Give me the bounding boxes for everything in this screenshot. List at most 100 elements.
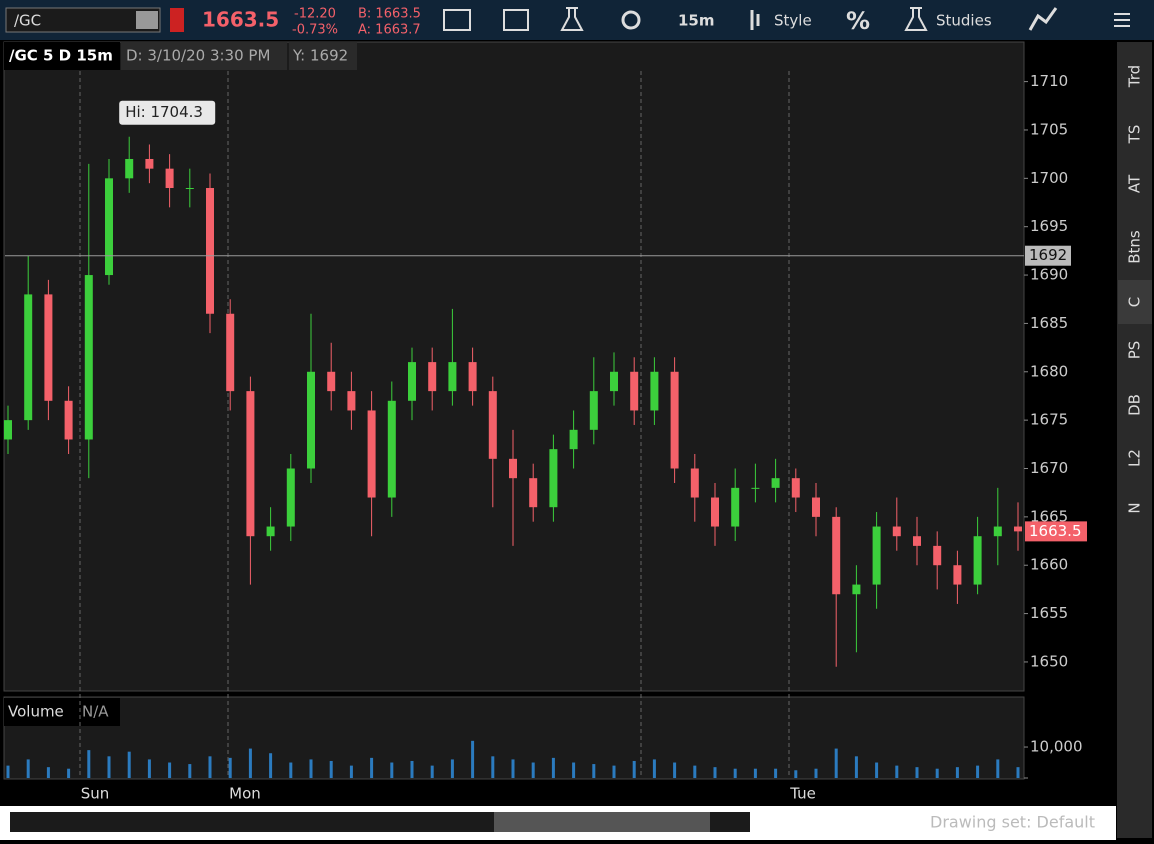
symbol-box[interactable] [5, 7, 161, 33]
volume-bar [652, 759, 656, 778]
y-tick-label: 1695 [1030, 217, 1068, 235]
sidebar-tab[interactable]: TS [1126, 125, 1144, 145]
volume-bar [349, 765, 353, 778]
candle-body [973, 536, 982, 585]
volume-bar [511, 759, 515, 778]
dropdown[interactable] [136, 11, 158, 29]
candle-body [246, 391, 255, 537]
sidebar-tab[interactable]: Btns [1126, 230, 1144, 264]
studies[interactable]: Studies [936, 12, 992, 30]
studies-icon [904, 7, 928, 31]
candle-body [913, 536, 921, 546]
x-label: Tue [789, 785, 816, 803]
y-tick-label: 1665 [1030, 507, 1068, 525]
crosshair-date: D: 3/10/20 3:30 PM [126, 47, 270, 65]
candle-body [408, 362, 416, 401]
x-label: Mon [229, 785, 261, 803]
volume-bar [208, 756, 212, 778]
candle-body [589, 391, 598, 430]
candle-body [206, 188, 214, 314]
sidebar-tab[interactable]: C [1126, 297, 1144, 307]
volume-bar [753, 768, 757, 778]
volume-bar [147, 759, 151, 778]
gear-icon[interactable] [621, 10, 641, 30]
y-tick-label: 1690 [1030, 266, 1068, 284]
drawing-set[interactable]: Drawing set: Default [930, 813, 1095, 832]
last-price-label: 1663.5 [1029, 522, 1082, 540]
flex-icon[interactable] [503, 9, 529, 31]
date-box [121, 42, 287, 70]
x-label: Sun [81, 785, 110, 803]
style[interactable]: Style [774, 12, 812, 30]
menu-icon[interactable] [1114, 13, 1130, 27]
volume-bar [733, 768, 737, 778]
candle-body [286, 468, 295, 527]
scroll-thumb[interactable] [494, 812, 710, 832]
candle-body [165, 168, 174, 189]
candle-body [185, 188, 194, 190]
volume-bar [794, 770, 798, 778]
interval[interactable]: 15m [678, 12, 715, 30]
volume-bar [390, 762, 394, 778]
candle-body [791, 478, 800, 498]
bid: B: 1663.5 [358, 7, 421, 22]
volume-title: Volume [8, 703, 64, 721]
candle-body [933, 545, 942, 566]
volume-bar [551, 757, 555, 778]
candle-body [387, 400, 396, 498]
volume-bar [955, 767, 959, 778]
volume-bar [289, 762, 293, 778]
volume-bar [693, 765, 697, 778]
sidebar-tab[interactable]: L2 [1126, 449, 1144, 467]
volume-bar [168, 762, 172, 778]
candle-body [226, 313, 235, 392]
alert-badge[interactable] [170, 8, 184, 32]
candle-body [993, 526, 1002, 537]
candle-body [650, 371, 659, 411]
candle-body [1014, 526, 1022, 532]
volume-bar [814, 768, 818, 778]
candle-body [812, 497, 820, 517]
volume-bar [309, 759, 313, 778]
sidebar-tab[interactable]: Trd [1126, 65, 1144, 88]
crosshair-tag [1025, 245, 1071, 266]
candle-body [347, 391, 356, 411]
volume-bar [996, 759, 1000, 778]
y-tick-label: 1675 [1030, 411, 1068, 429]
drawings-icon[interactable] [1028, 7, 1058, 31]
candle-body [509, 458, 517, 479]
sidebar-tab[interactable]: AT [1126, 174, 1144, 193]
volume-header [4, 698, 120, 726]
high-label: Hi: 1704.3 [125, 103, 203, 121]
flask-icon[interactable] [560, 7, 584, 31]
candle-body [711, 497, 719, 527]
candle-body [105, 178, 113, 276]
sidebar-tab[interactable]: N [1126, 502, 1144, 513]
ask: A: 1663.7 [358, 23, 421, 38]
candle-body [670, 371, 679, 469]
volume-bar [248, 748, 252, 778]
price-panel [3, 41, 1025, 692]
candle-body [428, 362, 437, 392]
y-tick-label: 1685 [1030, 314, 1068, 332]
y-tick-label: 1700 [1030, 169, 1068, 187]
volume-bar [632, 760, 636, 778]
header-box [4, 42, 120, 70]
volume-value: N/A [82, 703, 109, 721]
sidebar-tab[interactable]: DB [1126, 394, 1144, 416]
share-icon[interactable] [443, 9, 471, 31]
volume-bar [834, 748, 838, 778]
volume-bar [854, 756, 858, 778]
candle-body [549, 449, 558, 508]
volume-bar [713, 767, 717, 778]
volume-bar [370, 757, 374, 778]
percent[interactable]: % [846, 7, 870, 35]
candle-body [125, 158, 134, 179]
sidebar-tab[interactable]: PS [1126, 341, 1144, 360]
candle-body [448, 362, 457, 392]
candle-body [64, 400, 73, 440]
volume-bar [915, 767, 919, 778]
crosshair-label: 1692 [1029, 246, 1067, 264]
volume-bar [127, 751, 131, 778]
